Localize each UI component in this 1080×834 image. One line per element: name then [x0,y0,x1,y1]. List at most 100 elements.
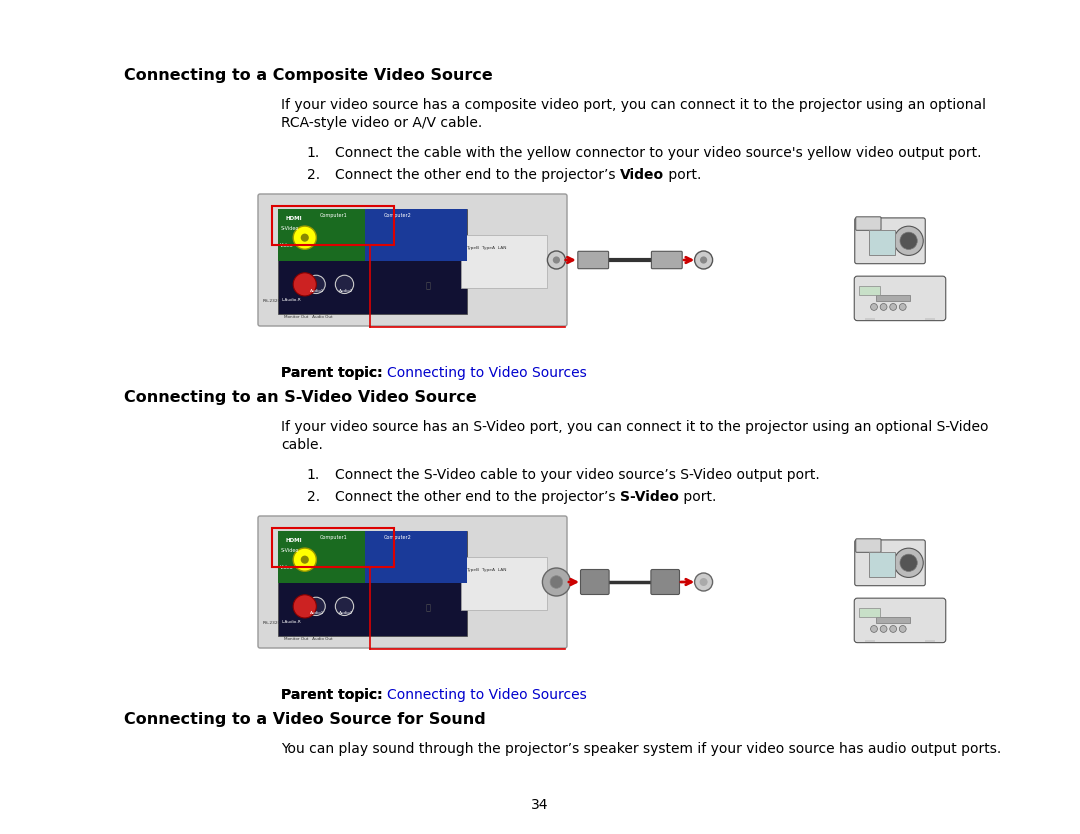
Text: Parent topic:: Parent topic: [281,688,388,702]
Text: If your video source has a composite video port, you can connect it to the proje: If your video source has a composite vid… [281,98,986,112]
Circle shape [890,304,896,310]
FancyBboxPatch shape [578,251,609,269]
Circle shape [293,548,316,571]
Bar [365,208,468,261]
Circle shape [300,555,309,564]
FancyBboxPatch shape [855,217,881,230]
FancyBboxPatch shape [854,218,926,264]
Text: Monitor Out   Audio Out: Monitor Out Audio Out [284,637,333,641]
Text: Connecting to Video Sources: Connecting to Video Sources [388,366,588,380]
Text: port.: port. [664,168,701,182]
FancyBboxPatch shape [854,540,926,585]
Bar [865,640,875,642]
Text: Connecting to a Composite Video Source: Connecting to a Composite Video Source [124,68,492,83]
Bar [279,208,468,314]
Circle shape [694,573,713,591]
Text: Audio1: Audio1 [310,289,325,293]
Text: Connect the other end to the projector’s: Connect the other end to the projector’s [335,490,620,504]
Text: Computer1: Computer1 [320,213,348,218]
Circle shape [880,626,887,632]
Circle shape [700,256,707,264]
Text: Computer2: Computer2 [384,213,411,218]
Text: Connecting to an S-Video Video Source: Connecting to an S-Video Video Source [124,390,477,405]
FancyBboxPatch shape [258,516,567,648]
Bar [859,285,880,295]
Text: RCA-style video or A/V cable.: RCA-style video or A/V cable. [281,116,482,130]
Bar [272,528,394,566]
Circle shape [548,251,566,269]
Bar [924,318,935,320]
Bar [865,318,875,320]
Circle shape [900,232,917,249]
Text: Connect the other end to the projector’s: Connect the other end to the projector’s [335,168,620,182]
Text: 2.: 2. [307,168,320,182]
Text: RS-232C: RS-232C [264,621,282,626]
Text: Parent topic:: Parent topic: [281,366,388,380]
Text: Parent topic:: Parent topic: [281,688,388,702]
Bar [868,230,895,255]
Text: Video: Video [280,243,294,248]
Text: 34: 34 [531,798,549,812]
Text: ⚿: ⚿ [426,281,430,290]
Text: RS-232C: RS-232C [264,299,282,304]
Text: 2.: 2. [307,490,320,504]
Text: Parent topic:: Parent topic: [281,366,388,380]
Bar [279,530,365,583]
Bar [279,208,365,261]
Text: L-Audio-R: L-Audio-R [282,298,301,302]
Text: S-Video: S-Video [280,548,298,553]
Circle shape [553,256,561,264]
Bar [272,206,394,244]
Bar [279,530,468,636]
Text: If your video source has an S-Video port, you can connect it to the projector us: If your video source has an S-Video port… [281,420,988,434]
Circle shape [880,304,887,310]
Circle shape [870,304,877,310]
Text: Computer1: Computer1 [320,535,348,540]
Text: port.: port. [678,490,716,504]
Text: HDMI: HDMI [286,216,302,221]
Circle shape [542,568,570,596]
Text: S-Video: S-Video [280,226,298,231]
Text: Video: Video [620,168,664,182]
Circle shape [550,575,563,588]
FancyBboxPatch shape [258,194,567,326]
Text: You can play sound through the projector’s speaker system if your video source h: You can play sound through the projector… [281,742,1001,756]
Circle shape [335,275,353,294]
Text: cable.: cable. [281,438,323,452]
Bar [365,530,468,583]
Circle shape [894,548,923,577]
Text: L-Audio-R: L-Audio-R [282,620,301,624]
Text: Connecting to a Video Source for Sound: Connecting to a Video Source for Sound [124,712,486,727]
Text: Audio2: Audio2 [339,289,353,293]
Text: TypeB  TypeA  LAN: TypeB TypeA LAN [465,568,507,572]
Text: HDMI: HDMI [286,538,302,543]
Text: ⚿: ⚿ [426,603,430,612]
Text: Connect the cable with the yellow connector to your video source's yellow video : Connect the cable with the yellow connec… [335,146,982,160]
Circle shape [307,275,325,294]
Text: Video: Video [280,565,294,570]
Circle shape [900,304,906,310]
FancyBboxPatch shape [855,539,881,552]
Circle shape [293,226,316,249]
Circle shape [307,597,325,615]
Text: S-Video: S-Video [620,490,678,504]
Text: 1.: 1. [307,146,320,160]
FancyBboxPatch shape [854,276,946,320]
Circle shape [694,251,713,269]
Bar [461,235,546,288]
Bar [461,557,546,610]
Circle shape [300,234,309,242]
Circle shape [900,626,906,632]
Circle shape [293,273,316,296]
FancyBboxPatch shape [651,570,679,595]
Bar [859,608,880,617]
FancyBboxPatch shape [854,598,946,643]
Bar [876,295,910,300]
Text: Connecting to Video Sources: Connecting to Video Sources [388,688,588,702]
Text: Connect the S-Video cable to your video source’s S-Video output port.: Connect the S-Video cable to your video … [335,468,820,482]
Bar [924,640,935,642]
Text: Computer2: Computer2 [384,535,411,540]
Circle shape [293,595,316,618]
FancyBboxPatch shape [581,570,609,595]
Text: Audio1: Audio1 [310,610,325,615]
